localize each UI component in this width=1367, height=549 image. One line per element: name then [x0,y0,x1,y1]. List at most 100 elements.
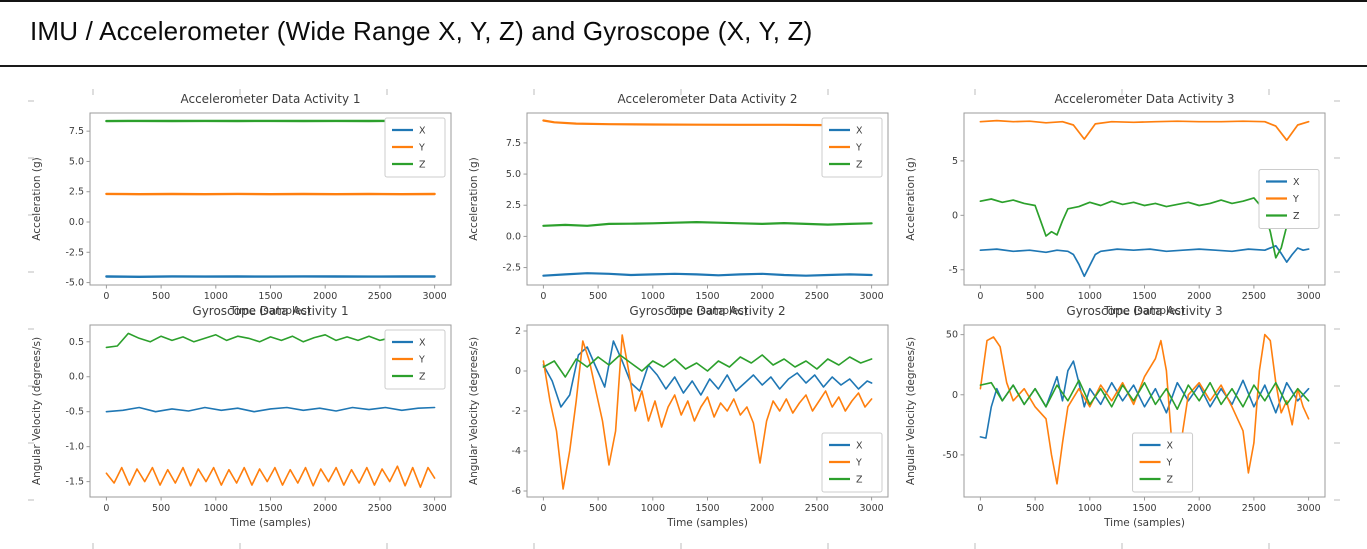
y-tick-label: -5.0 [65,278,84,289]
chart-title: Gyroscope Data Activity 2 [629,304,785,318]
chart-title: Gyroscope Data Activity 3 [1066,304,1222,318]
legend-box [1258,169,1320,229]
x-tick-label: 3000 [1296,503,1320,514]
series-y-line [542,334,873,490]
y-tick-label: 5 [952,156,958,167]
x-tick-label: 500 [1026,291,1044,302]
chart-accelerometer-activity-3: 0 500 1000 1500 2000 2500 3000 -5 0 5 Acceleromete… [905,92,1326,317]
x-tick-label: 0 [103,503,109,514]
legend-label-z: Z [1167,475,1174,486]
x-tick-label: 0 [540,503,546,514]
y-tick-label: 5.0 [69,156,84,167]
x-tick-label: 0 [540,291,546,302]
legend: XYZ [384,329,446,390]
y-tick-label: 2.5 [69,187,84,198]
legend-label-y: Y [855,143,862,154]
x-tick-label: 1000 [1078,291,1102,302]
x-tick-label: 2500 [805,291,829,302]
legend-label-x: X [419,126,426,137]
x-tick-label: 1000 [641,503,665,514]
series-x-line [979,244,1310,278]
x-tick-label: 3000 [422,503,446,514]
y-tick-label: -0.5 [65,407,84,418]
outer-axes-ticks [28,89,1340,549]
legend: XYZ [1258,169,1320,229]
series-z-line [105,332,436,349]
legend-label-z: Z [419,372,426,383]
y-tick-label: 0.0 [69,217,84,228]
legend-label-x: X [856,441,863,452]
x-tick-label: 500 [589,291,607,302]
x-tick-label: 500 [152,503,170,514]
x-tick-label: 1500 [695,291,719,302]
y-tick-label: -2.5 [65,247,84,258]
chart-title: Gyroscope Data Activity 1 [192,304,348,318]
legend-box [384,329,446,390]
page-title: IMU / Accelerometer (Wide Range X, Y, Z)… [30,16,813,46]
y-tick-label: 0.0 [69,372,84,383]
x-tick-label: 2500 [368,291,392,302]
y-axis-label: Acceleration (g) [468,157,480,240]
x-tick-label: 2500 [1242,291,1266,302]
y-tick-label: 5.0 [506,169,521,180]
y-tick-label: -2.5 [502,263,521,274]
y-tick-label: -6 [512,486,521,497]
x-axis-label: Time (samples) [1103,305,1185,317]
legend-label-y: Y [418,355,425,366]
y-tick-label: 7.5 [69,126,84,137]
chart-title: Accelerometer Data Activity 1 [180,92,360,106]
y-tick-label: 2 [515,326,521,337]
header-divider [0,65,1367,67]
x-axis-label: Time (samples) [229,305,311,317]
x-tick-label: 2000 [1187,503,1211,514]
y-tick-label: 50 [946,330,958,341]
x-tick-label: 2500 [1242,503,1266,514]
series-y-line [979,333,1310,485]
chart-gyroscope-activity-3: 0 500 1000 1500 2000 2500 3000 -50 0 50 Gyroscope … [905,304,1326,529]
y-tick-label: 0.5 [69,337,84,348]
y-axis-label: Acceleration (g) [31,157,43,240]
x-tick-label: 2000 [750,503,774,514]
y-tick-label: -2 [512,406,521,417]
y-axis-label: Angular Velocity (degrees/s) [468,337,480,485]
series-x-line [542,272,873,277]
x-tick-label: 1500 [1132,291,1156,302]
x-tick-label: 1000 [204,503,228,514]
x-tick-label: 3000 [859,503,883,514]
y-tick-label: -1.5 [65,477,84,488]
chart-accelerometer-activity-2: 0 500 1000 1500 2000 2500 3000 -2.5 0.0 2.5 5.0 7.5… [468,92,889,317]
x-tick-label: 500 [1026,503,1044,514]
y-tick-label: 0 [952,390,958,401]
chart-title: Accelerometer Data Activity 3 [1054,92,1234,106]
legend-box [821,432,883,493]
legend-label-z: Z [1293,211,1300,222]
x-tick-label: 1500 [1132,503,1156,514]
x-tick-label: 1000 [204,291,228,302]
legend-box [821,117,883,178]
x-tick-label: 1000 [641,291,665,302]
legend-label-y: Y [1292,194,1299,205]
series-x-line [542,340,873,408]
series-y-line [542,119,873,127]
charts-figure: 0 500 1000 1500 2000 2500 3000 -5.0 -2.5 0.0 2.5 5.… [28,89,1340,549]
series-z-line [979,379,1310,410]
legend: XYZ [821,432,883,493]
y-tick-label: 0 [952,210,958,221]
chart-gyroscope-activity-1: 0 500 1000 1500 2000 2500 3000 -1.5 -1.0 -0.5 0.0 0… [31,304,452,529]
x-tick-label: 1500 [258,291,282,302]
x-axis-label: Time (samples) [229,517,311,529]
x-tick-label: 2500 [368,503,392,514]
series-z-line [979,197,1310,259]
x-tick-label: 3000 [1296,291,1320,302]
x-tick-label: 1500 [258,503,282,514]
legend-label-x: X [1167,441,1174,452]
x-axis-label: Time (samples) [1103,517,1185,529]
y-tick-label: -4 [512,446,521,457]
x-tick-label: 0 [103,291,109,302]
y-tick-label: -50 [942,450,958,461]
legend-label-y: Y [1166,458,1173,469]
x-tick-label: 3000 [422,291,446,302]
x-tick-label: 0 [977,291,983,302]
legend-label-x: X [419,338,426,349]
legend: XYZ [384,117,446,178]
